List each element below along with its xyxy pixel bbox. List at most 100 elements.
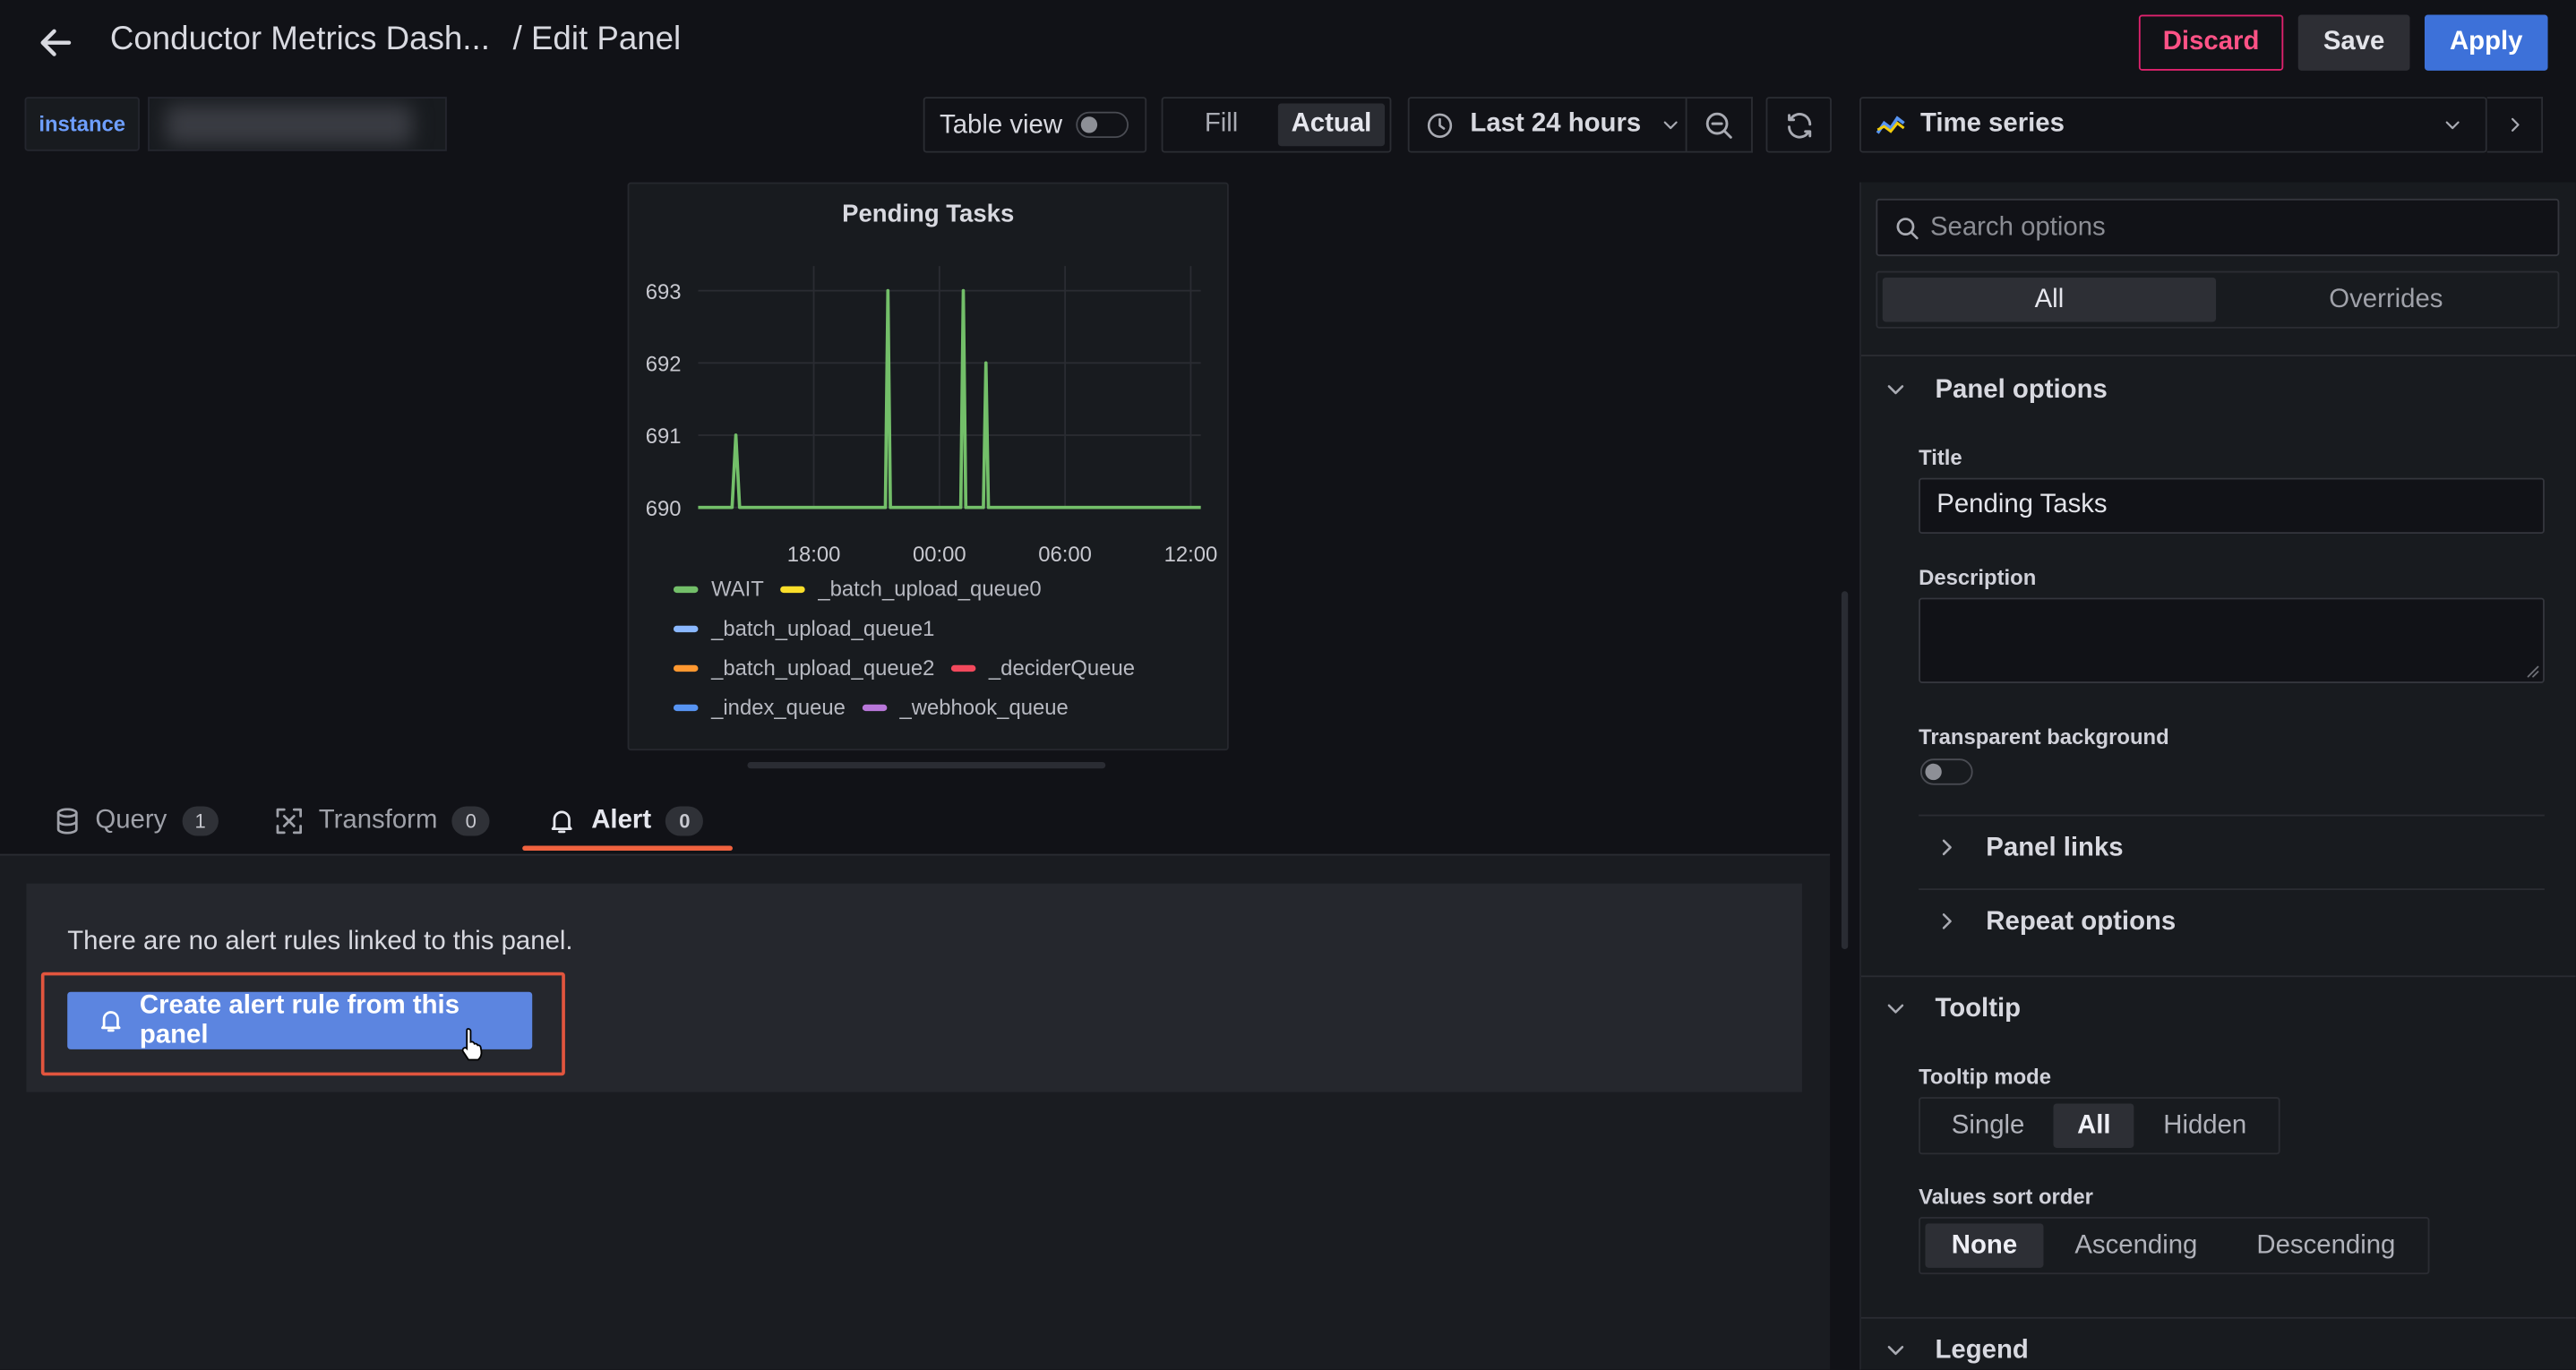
tab-overrides[interactable]: Overrides [2329,285,2443,313]
actual-option[interactable]: Actual [1277,103,1386,147]
divider [1919,888,2545,891]
zoom-out-button[interactable] [1687,97,1753,153]
chevron-down-icon [1885,378,1911,404]
search-placeholder: Search options [1929,212,2106,241]
tooltip-mode-group: Single All Hidden [1919,1097,2280,1155]
options-pane [1859,182,2576,1370]
discard-button[interactable]: Discard [2138,14,2284,71]
legend-label: _webhook_queue [899,694,1069,720]
dashboard-title-link[interactable]: Conductor Metrics Dash... [109,21,490,58]
sort-descending[interactable]: Descending [2256,1230,2396,1259]
sort-order-group: None Ascending Descending [1919,1216,2430,1275]
legend-label: WAIT [711,576,764,602]
vertical-scrollbar[interactable] [1841,591,1849,950]
instance-variable-select[interactable] [148,97,447,151]
x-tick-label: 18:00 [787,543,841,567]
transparent-background-switch[interactable] [1919,758,1973,785]
legend-item[interactable]: _webhook_queue [862,694,1069,720]
title-input[interactable]: Pending Tasks [1919,477,2545,535]
x-tick-label: 12:00 [1164,543,1218,567]
legend-header[interactable]: Legend [1885,1337,2029,1366]
create-alert-rule-button[interactable]: Create alert rule from this panel [67,990,533,1049]
zoom-out-icon [1704,109,1735,141]
refresh-button[interactable] [1765,97,1832,153]
clock-icon [1426,111,1454,139]
title-field-label: Title [1919,445,1962,470]
transform-icon [276,808,302,835]
panel-options-header[interactable]: Panel options [1885,376,2108,406]
legend-row-3: _batch_upload_queue2 _deciderQueue [673,655,1151,681]
tab-count-badge: 1 [181,806,219,836]
chevron-down-icon [1661,115,1680,134]
legend-item[interactable]: _batch_upload_queue0 [780,576,1042,602]
tooltip-header[interactable]: Tooltip [1885,995,2021,1024]
tab-count-badge: 0 [451,806,490,836]
legend-label: _batch_upload_queue0 [818,576,1042,602]
chevron-right-icon [1935,910,1961,936]
tab-query[interactable]: Query 1 [56,801,219,841]
legend-label: _batch_upload_queue1 [711,615,935,641]
edit-panel-title: / Edit Panel [512,21,682,58]
legend-item[interactable]: _batch_upload_queue2 [673,655,934,680]
sort-none[interactable]: None [1925,1223,2044,1268]
options-tabs: All Overrides [1876,270,2560,329]
legend-label: _index_queue [711,694,846,720]
tab-transform[interactable]: Transform 0 [276,801,490,841]
legend-label: _deciderQueue [988,655,1135,681]
apply-button[interactable]: Apply [2424,14,2548,71]
tooltip-mode-single[interactable]: Single [1951,1110,2025,1139]
legend-item[interactable]: _batch_upload_queue1 [673,615,935,641]
transparent-background-label: Transparent background [1919,724,2169,749]
legend-row-2: _batch_upload_queue1 [673,615,951,641]
panel-links-header[interactable]: Panel links [1935,834,2124,864]
description-field-label: Description [1919,564,2037,590]
table-view-switch[interactable] [1076,111,1129,139]
fill-option[interactable]: Fill [1204,109,1239,139]
time-range-picker[interactable]: Last 24 hours [1407,97,1687,153]
y-tick-label: 693 [646,280,682,304]
create-alert-rule-label: Create alert rule from this panel [139,990,460,1049]
legend-item[interactable]: _deciderQueue [950,655,1135,681]
table-view-label: Table view [940,111,1063,140]
pane-resize-handle[interactable] [747,761,1106,769]
tab-alert[interactable]: Alert 0 [550,801,704,841]
section-title: Panel options [1935,375,2108,405]
resize-grip-icon [2527,665,2540,679]
y-tick-label: 691 [646,424,682,449]
tooltip-mode-hidden[interactable]: Hidden [2163,1110,2247,1139]
tab-count-badge: 0 [665,806,704,836]
visualization-picker[interactable]: Time series [1859,97,2487,153]
fill-actual-switch: Fill Actual [1161,97,1392,153]
back-arrow-icon[interactable] [36,23,75,63]
search-options-input[interactable]: Search options [1876,198,2560,257]
x-tick-label: 00:00 [913,543,966,567]
section-title: Panel links [1986,834,2124,862]
tab-label: Transform [318,806,438,835]
legend-item[interactable]: _index_queue [673,694,846,720]
description-textarea[interactable] [1919,597,2545,683]
table-view-toggle[interactable]: Table view [923,97,1147,153]
visualization-label: Time series [1919,109,2065,139]
refresh-icon [1783,109,1815,141]
bell-icon [550,808,573,834]
legend-row-1: WAIT _batch_upload_queue0 [673,576,1058,602]
sort-ascending[interactable]: Ascending [2074,1230,2198,1259]
panel-title: Pending Tasks [842,200,1015,228]
legend-row-4: _index_queue _webhook_queue [673,694,1085,720]
tooltip-mode-label: Tooltip mode [1919,1064,2052,1089]
tab-label: Alert [591,806,652,835]
y-tick-label: 692 [646,352,682,376]
options-pane-toggle[interactable] [2486,97,2544,153]
search-icon [1894,214,1920,240]
tab-all[interactable]: All [1882,277,2217,322]
save-button[interactable]: Save [2297,14,2410,71]
repeat-options-header[interactable]: Repeat options [1935,908,2176,938]
database-icon [56,808,79,835]
legend-item[interactable]: WAIT [673,576,764,602]
bell-icon [100,1008,122,1033]
tooltip-mode-all[interactable]: All [2054,1103,2134,1148]
x-tick-label: 06:00 [1038,543,1092,567]
instance-variable-label: instance [24,97,140,151]
time-series-chart: 693 692 691 690 18:00 00:00 06:00 12:00 [646,266,1218,567]
